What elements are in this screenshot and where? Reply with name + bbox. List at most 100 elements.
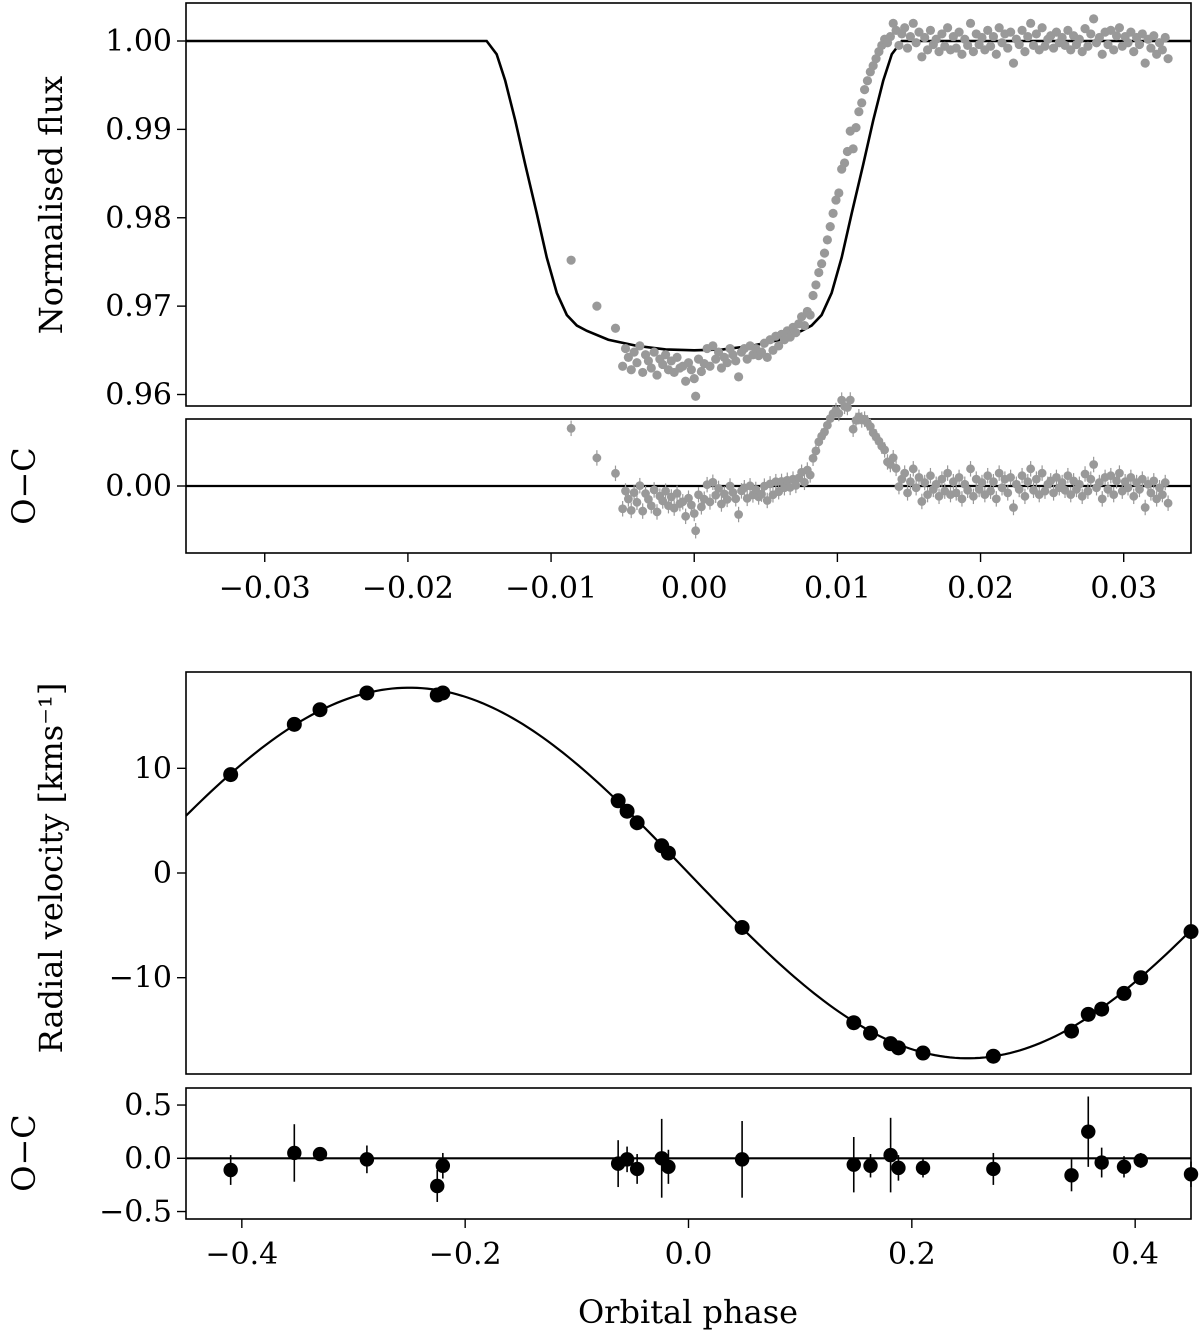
transit-residual-point	[1086, 474, 1096, 484]
rv-point	[1183, 924, 1199, 940]
transit-residual-point	[1020, 491, 1030, 501]
transit-residual-point	[1023, 477, 1033, 487]
light-curve-point	[1040, 41, 1050, 51]
light-curve-point	[1134, 39, 1145, 50]
light-curve-point	[965, 18, 976, 28]
transit-residual-point	[1052, 473, 1061, 482]
rv-point	[223, 767, 239, 783]
light-curve-point	[1111, 31, 1122, 41]
transit-residual-point	[696, 502, 706, 512]
transit-residual-point	[1017, 471, 1027, 481]
transit-model-curve	[186, 39, 1191, 352]
light-curve-point	[1086, 29, 1096, 39]
rv-residual-point	[1183, 1167, 1199, 1182]
light-curve-y-tick-label: 1.00	[105, 24, 172, 59]
light-curve-y-label: Normalised flux	[32, 76, 70, 334]
light-curve-point	[828, 208, 838, 218]
transit-residual-point	[974, 485, 984, 494]
light-curve-point	[1026, 18, 1036, 28]
light-curve-point	[1109, 45, 1119, 55]
light-curve-point	[831, 195, 841, 205]
transit-residual-point	[1080, 469, 1090, 479]
light-curve-point	[1160, 32, 1170, 43]
light-curve-point	[689, 374, 699, 384]
rv-residuals-x-tick-label: −0.2	[429, 1237, 502, 1272]
light-curve-point	[951, 43, 961, 53]
light-curve-y-ticks: 0.96 0.97 0.98 0.99 1.00	[105, 24, 186, 413]
light-curve-point	[1097, 49, 1107, 59]
rv-residuals-x-tick-label: 0.4	[1111, 1237, 1159, 1272]
transit-residual-point	[1140, 503, 1150, 512]
light-curve-point	[722, 358, 732, 368]
light-curve-point	[834, 188, 844, 198]
rv-residuals-x-tick-label: −0.4	[205, 1237, 278, 1272]
transit-residual-point	[1083, 486, 1093, 496]
light-curve-point	[711, 354, 721, 364]
light-curve-point	[871, 54, 881, 64]
rv-residuals-y-tick-label: −0.5	[99, 1195, 172, 1230]
transit-residual-point	[646, 501, 656, 511]
light-curve-point	[632, 358, 642, 368]
transit-residual-point	[592, 453, 602, 463]
transit-residual-point	[689, 509, 699, 518]
light-curve-point	[819, 248, 830, 258]
rv-residuals-points-layer	[223, 1096, 1199, 1202]
light-curve-point	[1149, 31, 1159, 41]
transit-residual-point	[891, 463, 901, 473]
light-curve-point	[885, 31, 895, 42]
light-curve-point	[635, 341, 645, 351]
transit-residual-point	[1109, 490, 1119, 499]
transit-residual-point	[834, 409, 844, 418]
transit-residual-point	[908, 464, 918, 474]
rv-residuals-y-ticks: −0.5 0.0 0.5	[99, 1088, 186, 1230]
transit-residual-point	[691, 526, 701, 536]
rv-point	[863, 1025, 879, 1041]
transit-residual-point	[1006, 473, 1016, 482]
light-curve-point	[566, 255, 576, 265]
light-curve-point	[1057, 32, 1067, 43]
transit-residual-point	[1063, 471, 1073, 481]
rv-y-label: Radial velocity [kms⁻¹]	[32, 683, 70, 1054]
light-curve-point	[618, 361, 628, 371]
transit-residual-point	[1112, 476, 1121, 486]
transit-residuals-y-label: O−C	[5, 447, 43, 525]
light-curve-point	[652, 370, 662, 380]
transit-residual-point	[566, 423, 576, 433]
rv-residual-point	[1133, 1153, 1148, 1168]
light-curve-point	[937, 29, 947, 39]
light-curve-point	[643, 356, 654, 366]
rv-point	[435, 685, 451, 701]
rv-y-tick-label: 10	[134, 751, 172, 786]
light-curve-point	[681, 376, 691, 386]
light-curve-point	[868, 61, 878, 71]
transit-residuals-y-tick-label: 0.00	[105, 469, 172, 504]
transit-residual-point	[994, 468, 1004, 478]
light-curve-point	[731, 356, 741, 366]
transit-residual-point	[923, 490, 932, 499]
transit-residual-point	[820, 427, 829, 437]
light-curve-point	[985, 41, 996, 51]
rv-residual-point	[863, 1158, 878, 1173]
rv-residuals-panel: −0.5 0.0 0.5 −0.4 −0.2 0.0 0.2 0.4 O−C Orbital…	[5, 1087, 1199, 1331]
transit-residual-point	[1049, 488, 1058, 498]
light-curve-point	[646, 363, 656, 373]
rv-point	[660, 845, 676, 861]
transit-residual-point	[926, 471, 935, 481]
light-curve-point	[822, 235, 832, 245]
transit-residual-point	[811, 446, 821, 456]
light-curve-point	[791, 328, 801, 338]
rv-residual-point	[1094, 1155, 1109, 1170]
transit-residuals-x-tick-label: 0.00	[661, 571, 728, 606]
transit-residual-point	[880, 445, 890, 455]
light-curve-point	[762, 352, 772, 362]
transit-residual-point	[611, 468, 620, 478]
light-curve-point	[943, 23, 953, 33]
rv-residual-point	[430, 1178, 445, 1194]
transit-residual-point	[705, 497, 715, 507]
transit-residual-point	[1026, 464, 1036, 474]
rv-residual-point	[846, 1157, 861, 1172]
rv-residual-point	[1116, 1159, 1132, 1175]
transit-residuals-x-tick-label: −0.01	[505, 571, 597, 606]
light-curve-point	[808, 290, 818, 301]
rv-residual-point	[734, 1152, 750, 1167]
